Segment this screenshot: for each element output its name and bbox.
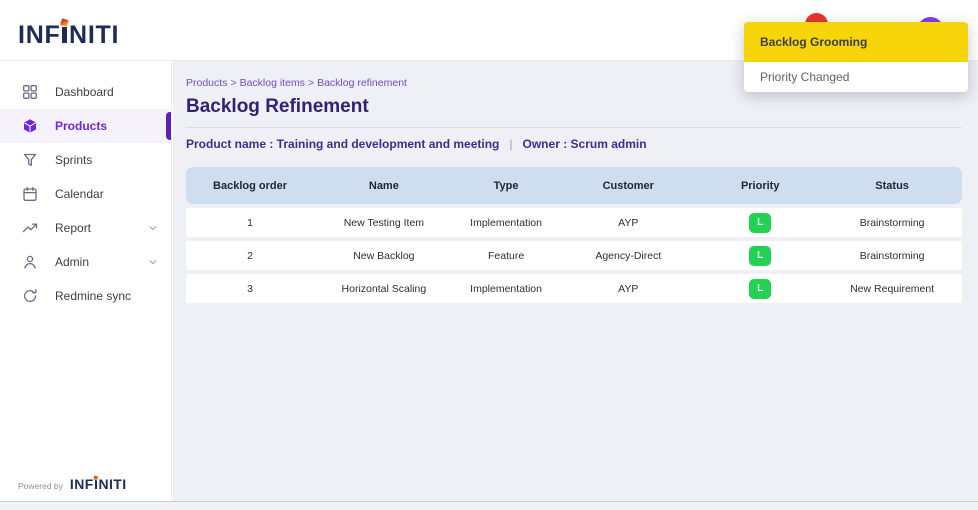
notification-item[interactable]: Backlog Grooming xyxy=(744,22,968,62)
table-row[interactable]: 2 New Backlog Feature Agency-Direct L Brainst… xyxy=(186,241,962,270)
active-indicator xyxy=(166,112,171,140)
sidebar-item-label: Redmine sync xyxy=(55,289,132,303)
cell-status: Brainstorming xyxy=(859,216,925,229)
cell-type: Implementation xyxy=(470,216,542,229)
breadcrumb-separator: > xyxy=(307,77,315,89)
sidebar-item-dashboard[interactable]: Dashboard xyxy=(0,75,171,109)
cell-priority: L xyxy=(698,212,822,233)
cell-name: Horizontal Scaling xyxy=(341,282,427,295)
owner-label: Owner : Scrum admin xyxy=(522,137,647,151)
cell-order: 3 xyxy=(247,282,253,295)
sidebar-item-label: Report xyxy=(55,221,92,235)
cell-type: Implementation xyxy=(470,282,542,295)
priority-badge: L xyxy=(749,212,772,233)
sidebar-item-redmine-sync[interactable]: Redmine sync xyxy=(0,279,171,313)
breadcrumb-link[interactable]: Products xyxy=(186,77,228,89)
breadcrumb-link[interactable]: Backlog items xyxy=(239,77,305,89)
sync-icon xyxy=(22,288,38,304)
chevron-down-icon xyxy=(147,222,159,234)
cell-type: Feature xyxy=(487,249,525,262)
powered-by-label: Powered by xyxy=(18,481,63,491)
funnel-icon xyxy=(22,152,38,168)
sidebar-item-sprints[interactable]: Sprints xyxy=(0,143,171,177)
notification-item[interactable]: Priority Changed xyxy=(760,70,850,84)
logo-dotted-i-icon xyxy=(60,18,70,43)
trend-icon xyxy=(22,220,38,236)
sidebar-item-calendar[interactable]: Calendar xyxy=(0,177,171,211)
column-header-status: Status xyxy=(875,179,909,192)
main-content: Products > Backlog items > Backlog refinemen… xyxy=(173,61,978,501)
cell-name: New Testing Item xyxy=(343,216,425,229)
logo-text: INF xyxy=(18,21,61,49)
logo-text: NITI xyxy=(69,21,120,49)
window-bottom-strip xyxy=(0,501,978,510)
priority-badge: L xyxy=(749,245,772,266)
chevron-down-icon xyxy=(147,256,159,268)
product-name-label: Product name : Training and development … xyxy=(186,137,500,151)
breadcrumb-link[interactable]: Backlog refinement xyxy=(317,77,407,89)
calendar-icon xyxy=(22,186,38,202)
table-body: 1 New Testing Item Implementation AYP L Brain… xyxy=(186,208,962,303)
column-header-customer: Customer xyxy=(602,179,654,192)
sidebar-item-label: Calendar xyxy=(55,187,104,201)
grid-icon xyxy=(22,84,38,100)
cube-icon xyxy=(22,118,38,134)
cell-name: New Backlog xyxy=(353,249,415,262)
user-icon xyxy=(22,254,38,270)
column-header-name: Name xyxy=(368,179,399,192)
sidebar-item-label: Dashboard xyxy=(55,85,114,99)
cell-customer: Agency-Direct xyxy=(595,249,662,262)
cell-customer: AYP xyxy=(618,216,639,229)
sidebar-item-label: Admin xyxy=(55,255,90,269)
breadcrumb-separator: > xyxy=(230,77,237,89)
product-info-line: Product name : Training and development … xyxy=(186,137,962,151)
page-title: Backlog Refinement xyxy=(186,96,369,117)
logo-dotted-i-icon xyxy=(93,475,99,489)
breadcrumb: Products > Backlog items > Backlog refinemen… xyxy=(186,77,962,89)
sidebar-nav: Dashboard Products Sprints Calendar Report Ad… xyxy=(0,61,171,313)
cell-priority: L xyxy=(698,278,822,299)
cell-priority: L xyxy=(698,245,822,266)
notifications-dropdown: Backlog Grooming Priority Changed xyxy=(744,22,968,92)
table-row[interactable]: 1 New Testing Item Implementation AYP L Brain… xyxy=(186,208,962,237)
table-row[interactable]: 3 Horizontal Scaling Implementation AYP L New… xyxy=(186,274,962,303)
column-header-type: Type xyxy=(493,179,519,192)
app-logo[interactable]: INF NITI xyxy=(18,18,119,48)
column-header-backlog-order: Backlog order xyxy=(213,179,287,192)
cell-order: 2 xyxy=(247,249,253,262)
sidebar-item-report[interactable]: Report xyxy=(0,211,171,245)
column-header-priority: Priority xyxy=(740,179,780,192)
sidebar-footer: Powered by INF NITI xyxy=(18,475,127,491)
cell-status: New Requirement xyxy=(850,282,935,295)
sidebar-item-products[interactable]: Products xyxy=(0,109,171,143)
cell-order: 1 xyxy=(247,216,253,229)
sidebar-item-label: Sprints xyxy=(55,153,93,167)
table-header-row: Backlog order Name Type Customer Priority Sta… xyxy=(186,167,962,204)
info-separator: | xyxy=(509,137,513,151)
priority-badge: L xyxy=(749,278,772,299)
footer-logo: INF NITI xyxy=(69,475,127,492)
sidebar-item-label: Products xyxy=(55,119,108,133)
sidebar-item-admin[interactable]: Admin xyxy=(0,245,171,279)
cell-status: Brainstorming xyxy=(859,249,925,262)
cell-customer: AYP xyxy=(618,282,639,295)
sidebar: Dashboard Products Sprints Calendar Report Ad… xyxy=(0,61,172,501)
divider xyxy=(186,127,962,128)
